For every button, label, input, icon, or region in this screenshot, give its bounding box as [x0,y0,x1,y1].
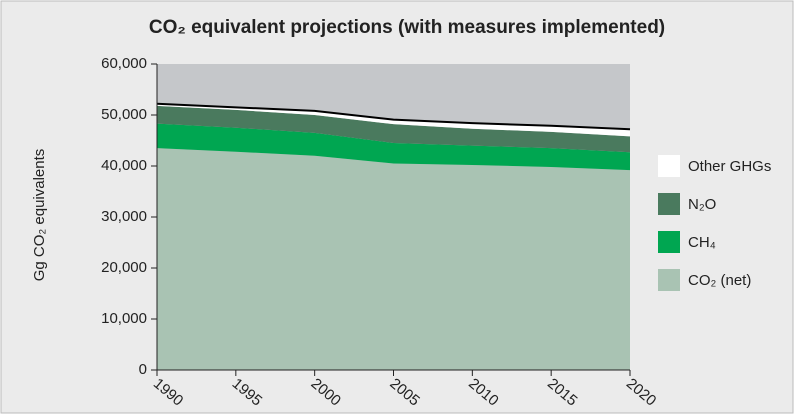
legend-swatch [658,269,680,291]
y-tick-label: 30,000 [101,208,147,225]
y-tick-label: 60,000 [101,55,147,72]
area [157,123,630,171]
y-tick-label: 0 [139,361,147,378]
stack-top-line [156,102,631,131]
y-tick-label: 20,000 [101,259,147,276]
chart-title: CO₂ equivalent projections (with measure… [149,17,665,38]
y-tick-label: 40,000 [101,157,147,174]
area [157,148,630,370]
legend-label: N₂O [688,196,716,213]
y-axis-label: Gg CO₂ equivalents [31,149,48,282]
y-tick-label: 10,000 [101,310,147,327]
legend-label: CH₄ [688,234,716,251]
y-tick-label: 50,000 [101,106,147,123]
legend-swatch [658,231,680,253]
legend-swatch [658,155,680,177]
legend-label: Other GHGs [688,158,771,175]
area [157,105,630,153]
legend-label: CO₂ (net) [688,272,751,289]
legend-swatch [658,193,680,215]
